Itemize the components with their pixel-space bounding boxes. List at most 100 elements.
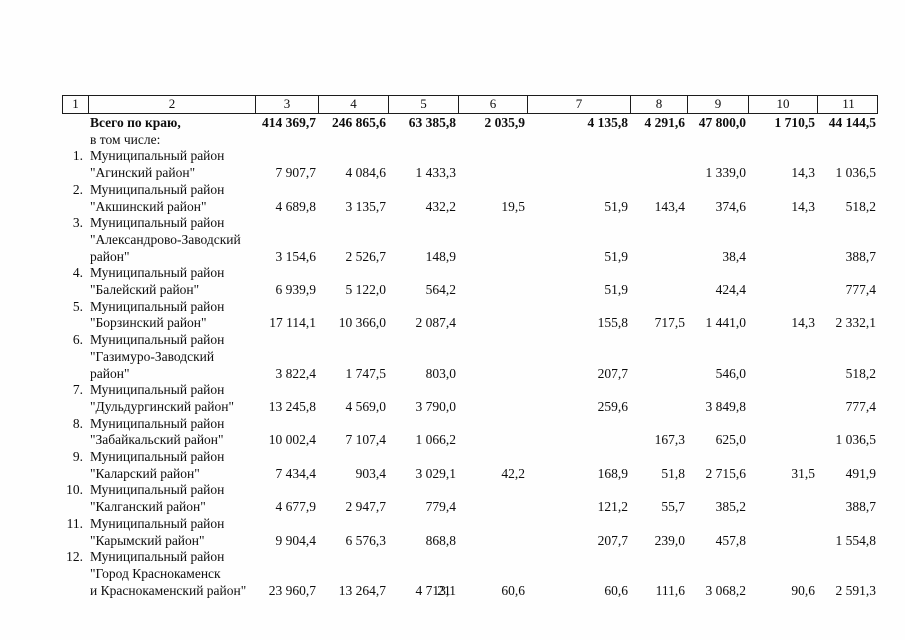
- value-cell: 518,2: [845, 198, 876, 214]
- district-name-line: "Карымский район": [90, 532, 205, 548]
- table-row: 6. Муниципальный район "Газимуро-Заводски…: [62, 332, 878, 382]
- value-cell: 779,4: [425, 499, 456, 515]
- row-number: 2.: [72, 181, 83, 197]
- value-cell: 424,4: [715, 282, 746, 298]
- value-cell: 55,7: [661, 499, 685, 515]
- value-cell: 518,2: [845, 365, 876, 381]
- district-name-line: "Забайкальский район": [90, 432, 224, 448]
- value-cell: 803,0: [425, 365, 456, 381]
- value-cell: 4 677,9: [275, 499, 317, 515]
- value-cell: 23 960,7: [268, 582, 316, 598]
- row-number: 7.: [72, 382, 83, 398]
- value-cell: [630, 165, 687, 182]
- value-cell: 111,6: [655, 582, 685, 598]
- value-cell: [458, 399, 527, 416]
- district-name-line: Муниципальный район: [90, 515, 225, 531]
- value-cell: [630, 366, 687, 383]
- value-cell: 6 576,3: [345, 532, 387, 548]
- district-name: Муниципальный район "Забайкальский район": [88, 416, 255, 449]
- district-name-line: район": [90, 248, 130, 264]
- district-name-line: "Балейский район": [90, 282, 200, 298]
- value-cell: [748, 499, 817, 516]
- value-cell: 14,3: [791, 165, 815, 181]
- district-name-line: Муниципальный район: [90, 298, 225, 314]
- value-cell: 6 939,9: [275, 282, 317, 298]
- value-cell: 374,6: [715, 198, 746, 214]
- value-cell: 3 135,7: [345, 198, 387, 214]
- value-cell: 1 066,2: [415, 432, 457, 448]
- value-cell: 1 036,5: [835, 432, 877, 448]
- value-cell: 148,9: [425, 248, 456, 264]
- row-number: 10.: [66, 482, 83, 498]
- row-number: 1.: [72, 148, 83, 164]
- value-cell: [458, 432, 527, 449]
- district-name-line: "Дульдургинский район": [90, 398, 234, 414]
- value-cell: 3 029,1: [415, 465, 457, 481]
- table-row: 11. Муниципальный район "Карымский район"…: [62, 516, 878, 549]
- total-name: Всего по краю, в том числе:: [88, 115, 255, 148]
- value-cell: 38,4: [722, 248, 746, 264]
- value-cell: 9 904,4: [275, 532, 317, 548]
- value-cell: 1 433,3: [415, 165, 457, 181]
- column-number-cell: 1: [63, 96, 89, 113]
- value-cell: [458, 282, 527, 299]
- column-number-cell: 3: [256, 96, 319, 113]
- value-cell: 1 747,5: [345, 365, 387, 381]
- value-cell: 1 554,8: [835, 532, 877, 548]
- column-number-cell: 4: [319, 96, 389, 113]
- column-number-cell: 10: [749, 96, 818, 113]
- table-row: 7. Муниципальный район "Дульдургинский ра…: [62, 382, 878, 415]
- total-value-cell: 47 800,0: [698, 115, 746, 130]
- value-cell: 717,5: [654, 315, 685, 331]
- row-number: 6.: [72, 332, 83, 348]
- district-name-line: "Калганский район": [90, 499, 206, 515]
- value-cell: 2 087,4: [415, 315, 457, 331]
- district-name-line: Муниципальный район: [90, 449, 225, 465]
- value-cell: [527, 165, 630, 182]
- value-cell: [458, 249, 527, 266]
- value-cell: [748, 533, 817, 550]
- district-name-line: Муниципальный район: [90, 181, 225, 197]
- district-name-line: "Александрово-Заводский: [90, 231, 241, 247]
- table-header-row: 1 2 3 4 5 6 7 8 9 10 11: [62, 95, 878, 114]
- district-name-line: "Борзинский район": [90, 315, 207, 331]
- value-cell: 4 713,1: [415, 582, 457, 598]
- value-cell: 3 790,0: [415, 398, 457, 414]
- value-cell: 121,2: [597, 499, 628, 515]
- district-name-line: "Агинский район": [90, 165, 196, 181]
- value-cell: 143,4: [654, 198, 685, 214]
- total-row: Всего по краю, в том числе: 414 369,7 24…: [62, 115, 878, 148]
- value-cell: 7 434,4: [275, 465, 317, 481]
- table-row: 4. Муниципальный район "Балейский район" …: [62, 265, 878, 298]
- value-cell: 10 366,0: [338, 315, 386, 331]
- total-value-cell: 246 865,6: [332, 115, 386, 130]
- value-cell: 168,9: [597, 465, 628, 481]
- value-cell: 14,3: [791, 315, 815, 331]
- value-cell: 155,8: [597, 315, 628, 331]
- value-cell: 457,8: [715, 532, 746, 548]
- total-value-cell: 1 710,5: [774, 115, 816, 130]
- value-cell: 777,4: [845, 282, 876, 298]
- value-cell: [748, 399, 817, 416]
- column-number-cell: 2: [89, 96, 256, 113]
- table-row: 5. Муниципальный район "Борзинский район"…: [62, 299, 878, 332]
- column-number-cell: 5: [389, 96, 459, 113]
- district-name: Муниципальный район "Агинский район": [88, 148, 255, 181]
- value-cell: 7 107,4: [345, 432, 387, 448]
- value-cell: 42,2: [501, 465, 525, 481]
- district-name-line: Муниципальный район: [90, 382, 225, 398]
- value-cell: 10 002,4: [268, 432, 316, 448]
- value-cell: 19,5: [501, 198, 525, 214]
- total-value-cell: 63 385,8: [408, 115, 456, 130]
- value-cell: 1 441,0: [705, 315, 747, 331]
- value-cell: 14,3: [791, 198, 815, 214]
- value-cell: 625,0: [715, 432, 746, 448]
- value-cell: [527, 432, 630, 449]
- column-number-cell: 6: [459, 96, 528, 113]
- district-name: Муниципальный район "Дульдургинский район…: [88, 382, 255, 415]
- value-cell: [458, 533, 527, 550]
- district-name: Муниципальный район "Александрово-Заводск…: [88, 215, 255, 265]
- district-name: Муниципальный район "Борзинский район": [88, 299, 255, 332]
- district-name: Муниципальный район "Акшинский район": [88, 182, 255, 215]
- column-number-cell: 8: [631, 96, 688, 113]
